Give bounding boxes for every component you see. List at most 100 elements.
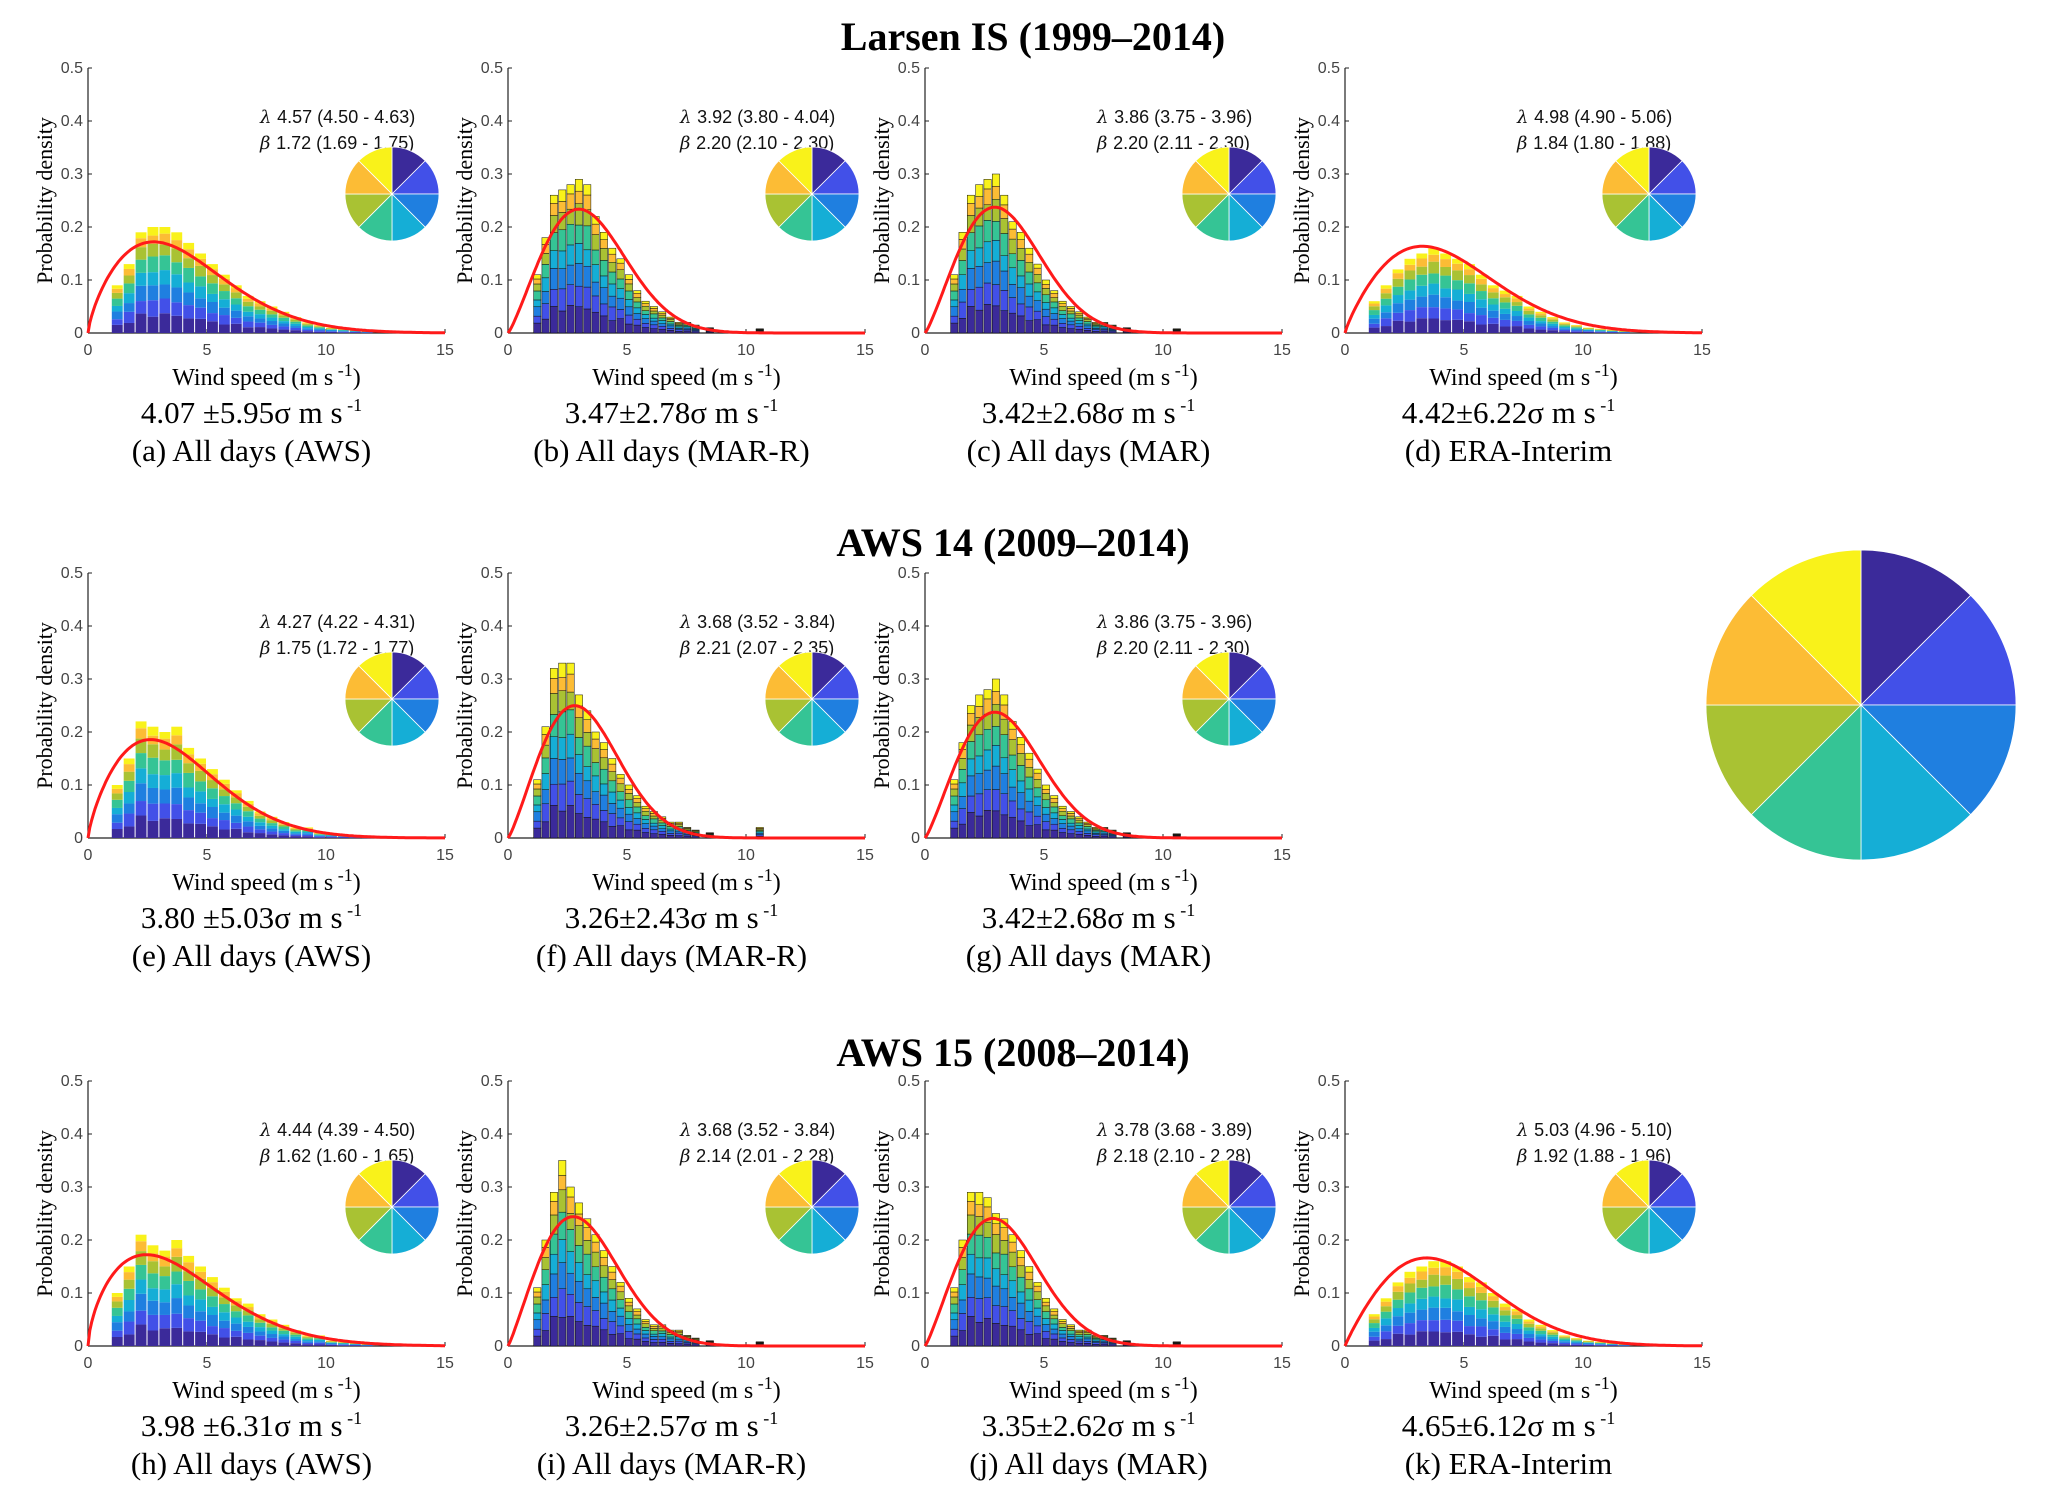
bar-segment: [1487, 1307, 1499, 1315]
bar-segment: [649, 1339, 658, 1343]
beta-annotation: β 2.20 (2.11 - 2.30): [1096, 133, 1250, 154]
y-tick-label: 0.5: [481, 1073, 503, 1090]
bar-segment: [1464, 1314, 1475, 1327]
bar-segment: [649, 1333, 658, 1337]
bar-segment: [591, 1325, 600, 1347]
bar-segment: [649, 310, 658, 315]
bar-segment: [975, 773, 984, 795]
bar-segment: [135, 768, 147, 784]
bar-segment: [641, 815, 650, 820]
bar-segment: [966, 232, 975, 251]
bar-segment: [1511, 316, 1523, 321]
bar-segment: [171, 1271, 183, 1285]
bar-segment: [616, 1333, 625, 1347]
bar-segment: [1025, 247, 1034, 255]
y-tick-label: 0.4: [481, 113, 503, 130]
bar-segment: [624, 1311, 633, 1319]
bar-segment: [624, 314, 633, 325]
bar-segment: [159, 749, 171, 761]
bar-segment: [950, 804, 959, 813]
beta-annotation: β 2.21 (2.07 - 2.35): [679, 638, 834, 659]
bar-segment: [541, 318, 550, 334]
bar-segment: [123, 1321, 135, 1335]
bar-segment: [254, 314, 266, 319]
weibull-fit-line: [923, 1216, 1282, 1348]
bar-segment: [574, 179, 583, 192]
bar-segment: [218, 1297, 230, 1305]
bar-segment: [1066, 313, 1075, 319]
bar-segment: [666, 1336, 675, 1340]
histogram-bar: [1583, 327, 1594, 333]
bar-segment: [1475, 315, 1487, 325]
bar-segment: [195, 1278, 206, 1290]
bar-segment: [591, 762, 600, 777]
bar-segment: [666, 325, 675, 329]
bar-segment: [1594, 1341, 1606, 1343]
bar-segment: [608, 780, 617, 793]
bar-segment: [991, 221, 1000, 241]
bar-segment: [1066, 1333, 1075, 1337]
histogram-bar: [641, 805, 650, 839]
bar-segment: [1583, 1344, 1594, 1345]
bar-segment: [1559, 1338, 1571, 1340]
bar-segment: [1499, 290, 1511, 295]
y-tick-label: 0.3: [481, 166, 503, 183]
histogram-bar: [1511, 295, 1523, 333]
bar-segment: [290, 1343, 302, 1346]
bar-segment: [991, 1305, 1000, 1324]
x-tick-label: 15: [436, 847, 454, 864]
y-tick-label: 0.3: [1318, 1179, 1340, 1196]
bar-segment: [1033, 772, 1042, 780]
histogram-bar: [159, 227, 171, 333]
bar-segment: [242, 1321, 254, 1327]
bar-segment: [147, 803, 159, 821]
bar-segment: [1008, 238, 1017, 255]
histogram-bar: [950, 1287, 959, 1347]
histogram-bar: [1464, 1277, 1475, 1346]
bar-segment: [1606, 331, 1618, 332]
bar-segment: [1041, 294, 1050, 303]
bar-segment: [591, 804, 600, 820]
histogram-bar: [1000, 1218, 1009, 1347]
bar-segment: [533, 827, 542, 839]
bar-segment: [649, 1342, 658, 1347]
bar-segment: [616, 774, 625, 779]
histogram-bar: [966, 1192, 975, 1347]
bar-segment: [1523, 328, 1535, 333]
bar-segment: [314, 836, 325, 838]
bar-segment: [1523, 1330, 1535, 1335]
bar-segment: [1380, 318, 1392, 327]
bar-segment: [1380, 1311, 1392, 1319]
bar-segment: [1075, 1338, 1084, 1342]
bar-segment: [1404, 1323, 1416, 1335]
histogram-bar: [147, 726, 159, 838]
histogram-bar: [755, 827, 764, 839]
bar-segment: [1452, 1311, 1463, 1321]
bar-segment: [966, 758, 975, 777]
bar-segment: [123, 268, 135, 276]
bar-segment: [230, 828, 242, 838]
bar-segment: [616, 278, 625, 289]
bar-segment: [1066, 317, 1075, 322]
bar-segment: [541, 803, 550, 823]
bar-segment: [1571, 1338, 1582, 1340]
bar-segment: [1075, 317, 1084, 321]
bar-segment: [337, 1343, 349, 1345]
bar-segment: [1083, 328, 1092, 331]
bar-segment: [633, 806, 642, 814]
bar-segment: [608, 295, 617, 308]
bar-segment: [1050, 806, 1059, 814]
bar-segment: [533, 1319, 542, 1330]
bar-segment: [1033, 787, 1042, 798]
bar-segment: [1523, 1323, 1535, 1328]
bar-segment: [591, 731, 600, 740]
bar-segment: [624, 1338, 633, 1347]
bar-segment: [649, 825, 658, 831]
inset-direction-pie: [1601, 146, 1697, 242]
bar-segment: [1452, 1278, 1463, 1290]
bar-segment: [1416, 258, 1428, 267]
bar-segment: [991, 186, 1000, 200]
bar-segment: [975, 815, 984, 839]
